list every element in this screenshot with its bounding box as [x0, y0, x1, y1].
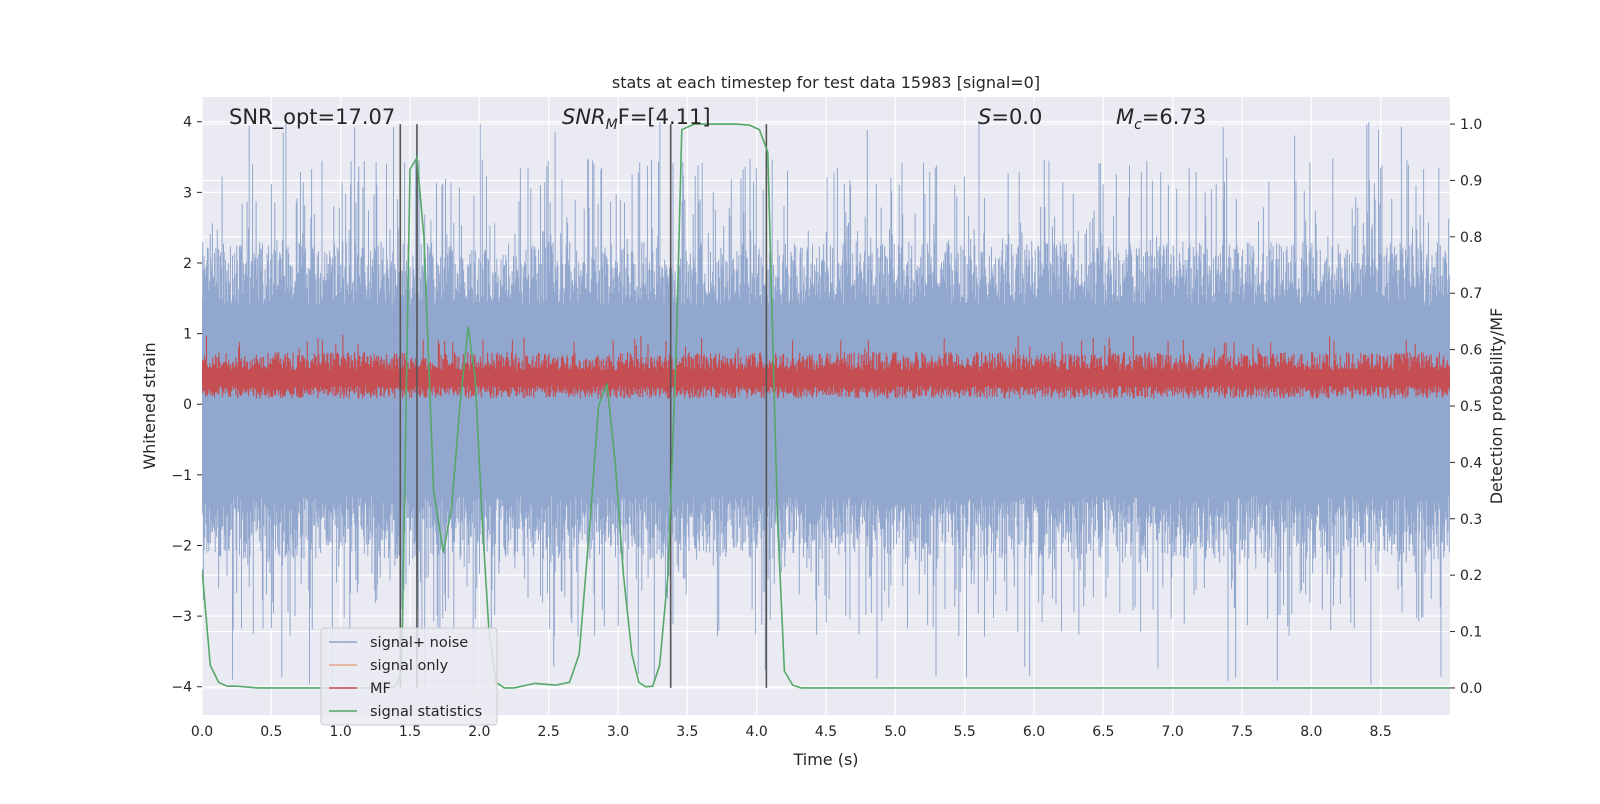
y2-tick-label: 0.3	[1460, 512, 1482, 528]
annotation-snr-opt: SNR_opt=17.07	[229, 105, 395, 130]
x-tick-label: 8.5	[1370, 724, 1392, 740]
y-tick-label: −2	[171, 538, 192, 554]
y2-tick-label: 0.8	[1460, 230, 1482, 246]
x-tick-label: 2.5	[538, 724, 560, 740]
y-tick-label: 2	[183, 256, 192, 272]
y2-tick-label: 0.5	[1460, 399, 1482, 415]
x-tick-label: 7.5	[1231, 724, 1253, 740]
annotation-snr-mf-base: SNR	[562, 105, 606, 129]
y2-tick-label: 0.0	[1460, 681, 1482, 697]
y2-tick-label: 0.4	[1460, 455, 1482, 471]
legend-label-signal-statistics: signal statistics	[370, 704, 482, 720]
series-layer	[202, 121, 1450, 689]
annotation-mc-base: M	[1116, 105, 1134, 129]
annotation-mc: Mc=6.73	[1116, 105, 1206, 133]
x-tick-label: 0.0	[191, 724, 213, 740]
annotation-snr-mf-rest: F=[4.11]	[618, 105, 711, 129]
y2-axis-label: Detection probability/MF	[1487, 308, 1506, 505]
y2-tick-label: 0.2	[1460, 568, 1482, 584]
x-tick-label: 0.5	[260, 724, 282, 740]
annotation-snr-mf-sub: M	[606, 117, 618, 133]
x-tick-label: 1.0	[330, 724, 352, 740]
x-tick-label: 8.0	[1300, 724, 1322, 740]
y2-tick-label: 0.9	[1460, 173, 1482, 189]
x-tick-label: 5.0	[884, 724, 906, 740]
y2-tick-label: 0.1	[1460, 625, 1482, 641]
y-tick-label: 4	[183, 115, 192, 131]
legend-label-mf: MF	[370, 681, 391, 697]
x-tick-label: 3.0	[607, 724, 629, 740]
annotation-mc-rest: =6.73	[1142, 105, 1206, 129]
y-tick-label: 3	[183, 185, 192, 201]
y-tick-label: 0	[183, 397, 192, 413]
legend-label-signal-plus-noise: signal+ noise	[370, 635, 468, 651]
legend: signal+ noise signal only MF signal stat…	[320, 627, 498, 726]
ticks: 0.0 0.5 1.0 1.5 2.0 2.5 3.0 3.5 4.0 4.5 5.0 5.5 6.0 6…	[171, 115, 1482, 740]
chart-title: stats at each timestep for test data 159…	[612, 73, 1040, 92]
legend-label-signal-only: signal only	[370, 658, 449, 674]
x-tick-label: 4.0	[746, 724, 768, 740]
y-tick-label: −1	[171, 468, 192, 484]
annotation-mc-sub: c	[1134, 117, 1142, 133]
y-tick-label: 1	[183, 327, 192, 343]
series-mf	[202, 335, 1450, 399]
x-tick-label: 5.5	[954, 724, 976, 740]
x-tick-label: 2.0	[468, 724, 490, 740]
x-tick-label: 3.5	[676, 724, 698, 740]
y-axis-label: Whitened strain	[140, 342, 159, 469]
x-tick-label: 6.0	[1023, 724, 1045, 740]
y-tick-label: −3	[171, 609, 192, 625]
x-tick-label: 6.5	[1092, 724, 1114, 740]
series-signal-statistics	[202, 123, 1450, 689]
legend-box	[320, 627, 498, 726]
annotation-s: S=0.0	[978, 105, 1042, 129]
x-tick-label: 7.0	[1162, 724, 1184, 740]
vertical-markers	[399, 124, 768, 688]
annotation-snr-mf: SNRMF=[4.11]	[562, 105, 711, 133]
y2-tick-label: 1.0	[1460, 117, 1482, 133]
y2-tick-label: 0.6	[1460, 343, 1482, 359]
x-tick-label: 4.5	[815, 724, 837, 740]
x-axis-label: Time (s)	[792, 750, 858, 769]
x-tick-label: 1.5	[399, 724, 421, 740]
y2-tick-label: 0.7	[1460, 286, 1482, 302]
annotation-s-var: S	[978, 105, 991, 129]
y-tick-label: −4	[171, 680, 192, 696]
annotation-s-rest: =0.0	[991, 105, 1042, 129]
